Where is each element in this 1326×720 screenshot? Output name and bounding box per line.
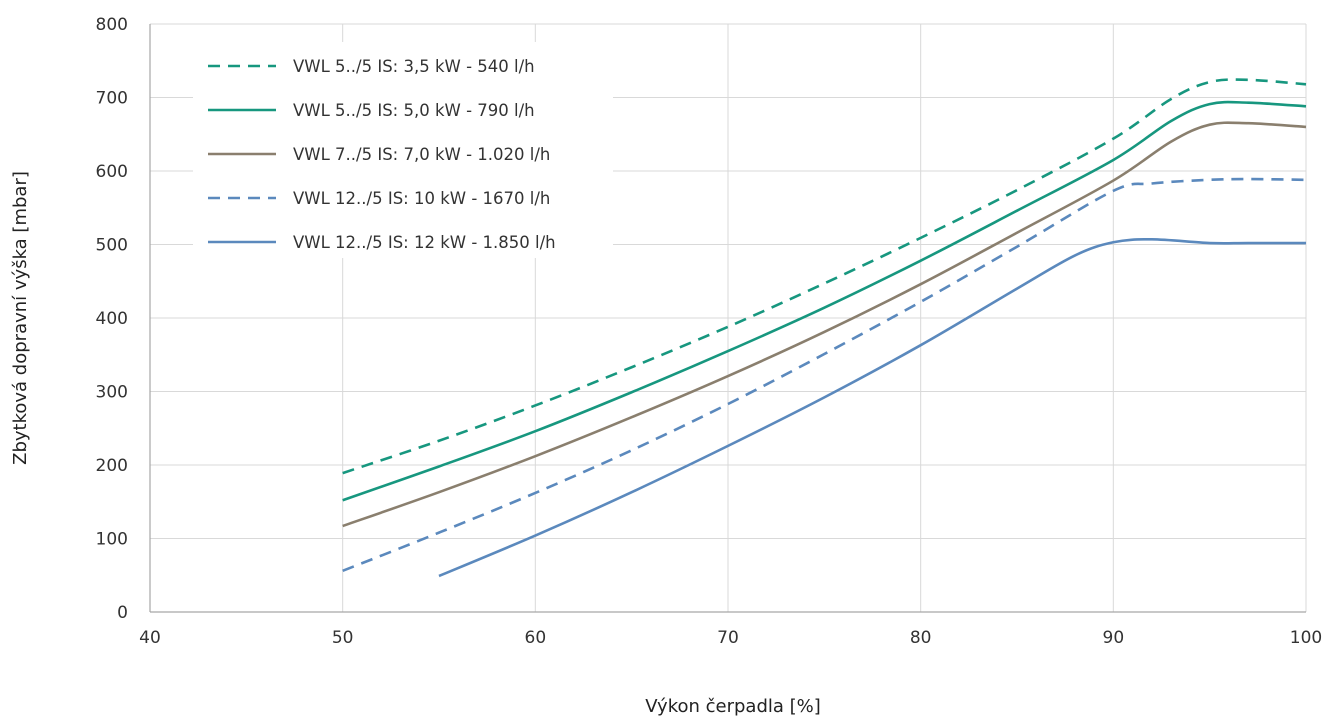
y-tick-label: 700 bbox=[96, 89, 128, 109]
y-axis-title: Zbytková dopravní výška [mbar] bbox=[10, 171, 31, 465]
x-tick-label: 40 bbox=[139, 628, 161, 648]
y-tick-label: 300 bbox=[96, 383, 128, 403]
legend-label: VWL 12../5 IS: 10 kW - 1670 l/h bbox=[293, 189, 550, 208]
axes bbox=[149, 24, 1306, 613]
x-tick-label: 60 bbox=[525, 628, 547, 648]
y-tick-label: 200 bbox=[96, 456, 128, 476]
y-tick-labels: 0 100 200 300 400 500 600 700 800 bbox=[96, 15, 128, 623]
x-tick-label: 70 bbox=[717, 628, 739, 648]
series-line-4 bbox=[342, 177, 1307, 573]
legend-label: VWL 7../5 IS: 7,0 kW - 1.020 l/h bbox=[293, 145, 550, 164]
x-tick-label: 50 bbox=[332, 628, 354, 648]
legend-label: VWL 5../5 IS: 5,0 kW - 790 l/h bbox=[293, 101, 535, 120]
y-tick-label: 800 bbox=[96, 15, 128, 35]
series-line-5 bbox=[438, 238, 1306, 578]
y-tick-label: 400 bbox=[96, 309, 128, 329]
y-tick-label: 100 bbox=[96, 530, 128, 550]
legend-box bbox=[193, 42, 613, 258]
series-line-2 bbox=[342, 100, 1307, 502]
x-tick-label: 90 bbox=[1103, 628, 1125, 648]
legend-label: VWL 5../5 IS: 3,5 kW - 540 l/h bbox=[293, 57, 535, 76]
series-line-3 bbox=[342, 121, 1307, 528]
legend-label: VWL 12../5 IS: 12 kW - 1.850 l/h bbox=[293, 233, 556, 252]
y-tick-label: 600 bbox=[96, 162, 128, 182]
series-lines bbox=[342, 78, 1307, 578]
x-tick-labels: 40 50 60 70 80 90 100 bbox=[139, 628, 1322, 648]
x-axis-title: Výkon čerpadla [%] bbox=[645, 696, 821, 717]
x-tick-label: 100 bbox=[1290, 628, 1322, 648]
legend: VWL 5../5 IS: 3,5 kW - 540 l/h VWL 5../5 … bbox=[193, 42, 613, 258]
y-tick-label: 0 bbox=[117, 603, 128, 623]
series-line-1 bbox=[342, 78, 1307, 475]
x-tick-label: 80 bbox=[910, 628, 932, 648]
y-tick-label: 500 bbox=[96, 236, 128, 256]
